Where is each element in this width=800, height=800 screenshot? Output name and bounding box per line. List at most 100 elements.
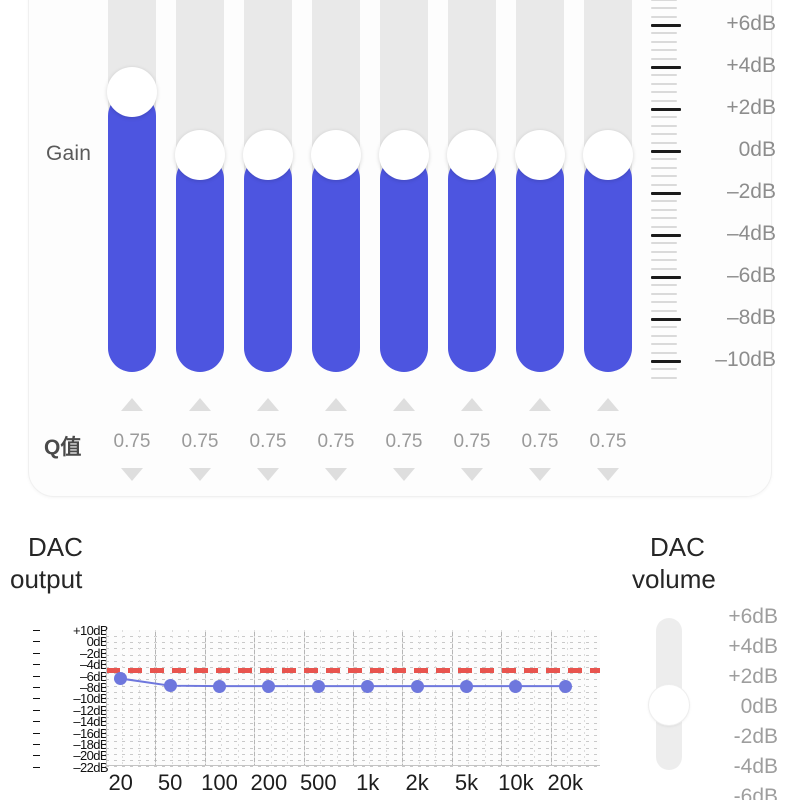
q-stepper-up-icon-8[interactable] [597, 398, 619, 411]
q-stepper-down-icon-3[interactable] [257, 468, 279, 481]
q-stepper-down-icon-2[interactable] [189, 468, 211, 481]
ruler-tick-minor [651, 343, 677, 346]
gain-slider-knob[interactable] [379, 130, 429, 180]
y-tick-mark-9 [33, 732, 40, 734]
ruler-tick-major [651, 150, 681, 153]
q-value-5[interactable]: 0.75 [385, 431, 423, 452]
ruler-label-7: –6dB [726, 264, 776, 287]
ruler-tick-minor [651, 351, 677, 354]
ruler-tick-minor [651, 74, 677, 77]
ruler-tick-minor [651, 158, 677, 161]
gain-slider-knob[interactable] [583, 130, 633, 180]
gain-slider-knob[interactable] [175, 130, 225, 180]
chart-axis-bottom [106, 765, 600, 766]
chart-grid-v-minor [270, 630, 272, 765]
y-tick-mark-6 [33, 698, 40, 700]
gain-slider-knob[interactable] [107, 67, 157, 117]
q-stepper-up-icon-1[interactable] [121, 398, 143, 411]
y-tick-3: –4dB [80, 657, 109, 673]
q-stepper-up-icon-3[interactable] [257, 398, 279, 411]
q-value-1[interactable]: 0.75 [113, 431, 151, 452]
x-tick-20k: 20k [547, 770, 584, 795]
q-stepper-up-icon-7[interactable] [529, 398, 551, 411]
ruler-tick-minor [651, 40, 677, 43]
q-stepper-down-icon-8[interactable] [597, 468, 619, 481]
q-stepper-up-icon-2[interactable] [189, 398, 211, 411]
ruler-tick-minor [651, 250, 677, 253]
q-stepper-up-icon-4[interactable] [325, 398, 347, 411]
ruler-label-5: –2dB [726, 180, 776, 203]
q-value-3[interactable]: 0.75 [249, 431, 287, 452]
ruler-label-3: +2dB [726, 96, 776, 119]
ruler-tick-major [651, 108, 681, 111]
ruler-tick-minor [651, 183, 677, 186]
q-value-label: Q值 [44, 436, 82, 459]
q-stepper-down-icon-5[interactable] [393, 468, 415, 481]
y-tick-9: –16dB [73, 725, 108, 741]
gain-slider-band-6[interactable] [447, 0, 497, 372]
chart-grid-v-minor [320, 630, 322, 765]
y-tick-1: 0dB [86, 634, 109, 650]
q-stepper-up-icon-5[interactable] [393, 398, 415, 411]
x-tick-100: 100 [201, 770, 238, 795]
x-tick-500: 500 [299, 770, 337, 795]
q-value-8[interactable]: 0.75 [589, 431, 627, 452]
ruler-tick-minor [651, 368, 677, 371]
gain-slider-knob[interactable] [311, 130, 361, 180]
ruler-label-6: –4dB [726, 222, 776, 245]
ruler-tick-minor [651, 32, 677, 35]
gain-slider-band-7[interactable] [515, 0, 565, 372]
dac-volume-label--2dB: -2dB [733, 725, 778, 748]
ruler-tick-minor [651, 309, 677, 312]
gain-slider-band-4[interactable] [311, 0, 361, 372]
ruler-tick-major [651, 276, 681, 279]
ruler-tick-minor [651, 91, 677, 94]
q-value-4[interactable]: 0.75 [317, 431, 355, 452]
q-stepper-down-icon-4[interactable] [325, 468, 347, 481]
dac-volume-slider[interactable] [649, 618, 689, 770]
q-value-6[interactable]: 0.75 [453, 431, 491, 452]
q-stepper-down-icon-7[interactable] [529, 468, 551, 481]
gain-slider-band-1[interactable] [107, 0, 157, 372]
ruler-label-2: +4dB [726, 54, 776, 77]
dac-volume-knob[interactable] [649, 685, 689, 725]
chart-grid-v-minor [369, 630, 371, 765]
ruler-tick-minor [651, 284, 677, 287]
q-stepper-down-icon-1[interactable] [121, 468, 143, 481]
y-tick-mark-8 [33, 721, 40, 723]
chart-grid-v-minor [550, 630, 552, 765]
gain-slider-fill [516, 155, 564, 372]
chart-grid-v-minor [171, 630, 173, 765]
gain-slider-band-8[interactable] [583, 0, 633, 372]
q-stepper-up-icon-6[interactable] [461, 398, 483, 411]
ruler-tick-minor [651, 82, 677, 85]
gain-slider-fill [244, 155, 292, 372]
gain-slider-knob[interactable] [447, 130, 497, 180]
gain-slider-knob[interactable] [515, 130, 565, 180]
gain-slider-band-5[interactable] [379, 0, 429, 372]
q-value-2[interactable]: 0.75 [181, 431, 219, 452]
ruler-tick-minor [651, 292, 677, 295]
ruler-tick-minor [651, 15, 677, 18]
ruler-tick-major [651, 192, 681, 195]
db-ruler [651, 0, 691, 380]
q-stepper-down-icon-6[interactable] [461, 468, 483, 481]
ruler-tick-minor [651, 208, 677, 211]
chart-grid-h [106, 766, 600, 768]
chart-point-20k [558, 679, 572, 693]
q-value-7[interactable]: 0.75 [521, 431, 559, 452]
dac-volume-title-line2: volume [632, 563, 716, 594]
ruler-label-9: –10dB [715, 348, 776, 371]
gain-slider-band-2[interactable] [175, 0, 225, 372]
dac-volume-title: DAC volume [632, 532, 716, 595]
gain-slider-fill [176, 155, 224, 372]
ruler-tick-minor [651, 49, 677, 52]
y-tick-mark-1 [33, 641, 40, 643]
chart-limit-line [106, 668, 600, 674]
gain-slider-knob[interactable] [243, 130, 293, 180]
y-tick-4: –6dB [80, 668, 109, 684]
ruler-tick-minor [651, 334, 677, 337]
gain-slider-band-3[interactable] [243, 0, 293, 372]
y-tick-12: –22dB [73, 759, 108, 775]
ruler-tick-minor [651, 267, 677, 270]
